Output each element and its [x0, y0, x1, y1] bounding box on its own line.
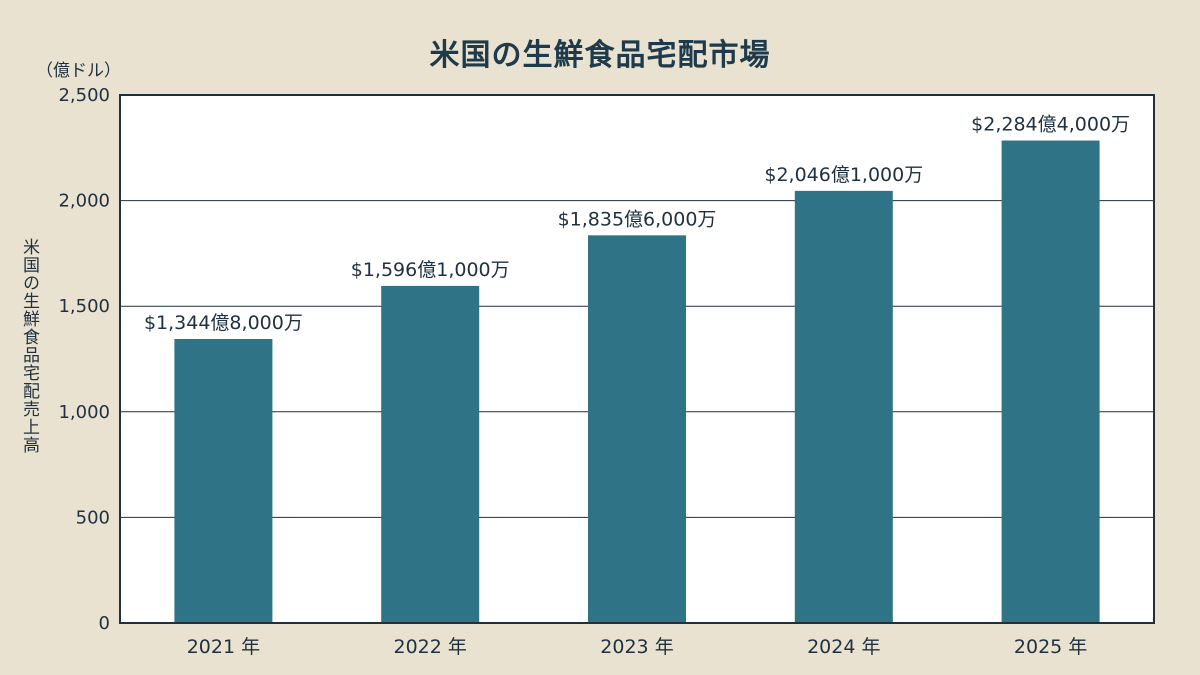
- y-tick-label: 0: [99, 613, 110, 634]
- bar-value-label: $1,344億8,000万: [144, 312, 303, 334]
- chart-title: 米国の生鮮食品宅配市場: [429, 38, 771, 73]
- x-tick-label: 2024 年: [807, 636, 880, 658]
- bar-value-label: $1,596億1,000万: [351, 259, 510, 281]
- y-axis-unit-label: （億ドル）: [36, 61, 121, 81]
- plot-frame: [119, 94, 1155, 624]
- data-labels: $1,344億8,000万 $1,596億1,000万 $1,835億6,000万 $…: [144, 114, 1130, 334]
- y-tick-label: 1,500: [58, 296, 110, 317]
- x-tick-label: 2021 年: [187, 636, 260, 658]
- y-tick-label: 500: [76, 507, 110, 528]
- y-axis-title: 米国の生鮮食品宅配売上高: [19, 238, 39, 454]
- y-tick-labels: 0 500 1,000 1,500 2,000 2,500: [58, 85, 110, 634]
- bar: [588, 235, 686, 623]
- x-tick-label: 2023 年: [600, 636, 673, 658]
- bar: [794, 190, 893, 623]
- bar-value-label: $2,046億1,000万: [764, 164, 923, 186]
- x-tick-label: 2022 年: [393, 636, 466, 658]
- x-tick-labels: 2021 年 2022 年 2023 年 2024 年 2025 年: [187, 636, 1088, 658]
- bar-value-label: $1,835億6,000万: [558, 208, 717, 230]
- bar-value-label: $2,284億4,000万: [971, 114, 1130, 136]
- x-tick-label: 2025 年: [1014, 636, 1087, 658]
- bars: [174, 140, 1100, 623]
- bar: [381, 285, 480, 623]
- bar: [174, 338, 273, 623]
- bar: [1001, 140, 1100, 623]
- y-tick-label: 1,000: [58, 402, 110, 423]
- y-tick-label: 2,500: [58, 85, 110, 106]
- y-tick-label: 2,000: [58, 191, 110, 212]
